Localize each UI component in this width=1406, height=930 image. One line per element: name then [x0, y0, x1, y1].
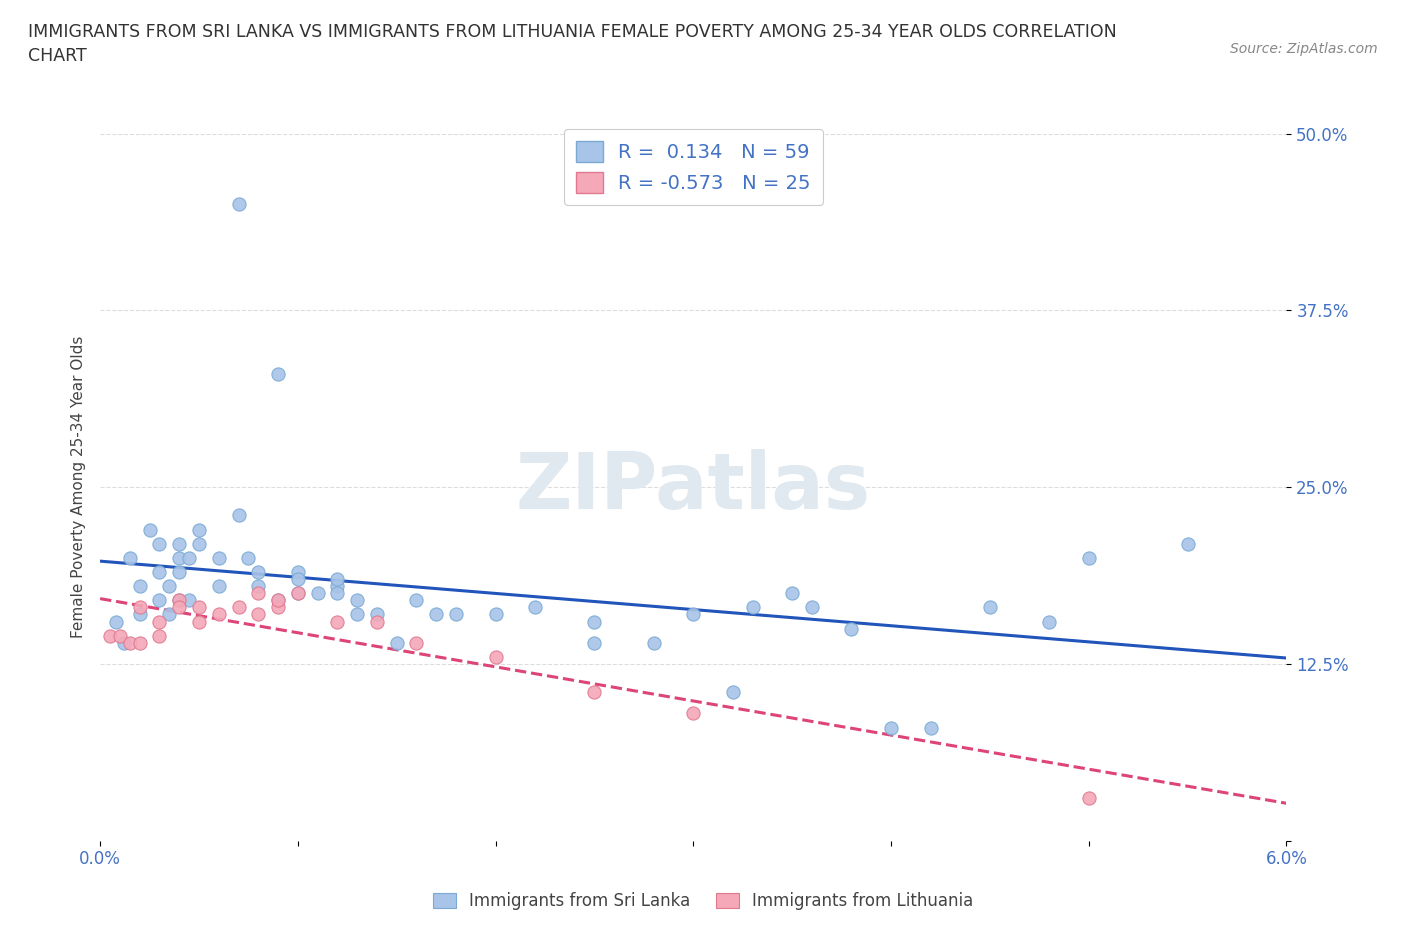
Point — [287, 572, 309, 587]
Point — [128, 635, 150, 650]
Point — [167, 565, 190, 579]
Point — [247, 586, 270, 601]
Point — [118, 551, 141, 565]
Point — [920, 720, 942, 735]
Text: Source: ZipAtlas.com: Source: ZipAtlas.com — [1230, 42, 1378, 56]
Point — [643, 635, 665, 650]
Point — [880, 720, 903, 735]
Point — [228, 508, 250, 523]
Point — [148, 629, 170, 644]
Point — [583, 614, 606, 629]
Point — [177, 551, 200, 565]
Point — [721, 684, 744, 699]
Point — [157, 607, 180, 622]
Point — [425, 607, 447, 622]
Point — [238, 551, 260, 565]
Point — [128, 607, 150, 622]
Point — [247, 607, 270, 622]
Point — [1038, 614, 1060, 629]
Point — [841, 621, 863, 636]
Point — [405, 635, 427, 650]
Point — [167, 600, 190, 615]
Point — [228, 600, 250, 615]
Point — [682, 706, 704, 721]
Point — [157, 578, 180, 593]
Point — [148, 537, 170, 551]
Point — [148, 593, 170, 608]
Point — [247, 578, 270, 593]
Point — [326, 572, 349, 587]
Point — [148, 565, 170, 579]
Point — [247, 565, 270, 579]
Point — [287, 565, 309, 579]
Point — [346, 607, 368, 622]
Point — [108, 629, 131, 644]
Point — [326, 614, 349, 629]
Point — [148, 614, 170, 629]
Point — [188, 537, 211, 551]
Point — [167, 551, 190, 565]
Point — [444, 607, 467, 622]
Point — [167, 593, 190, 608]
Point — [138, 522, 160, 537]
Text: IMMIGRANTS FROM SRI LANKA VS IMMIGRANTS FROM LITHUANIA FEMALE POVERTY AMONG 25-3: IMMIGRANTS FROM SRI LANKA VS IMMIGRANTS … — [28, 23, 1116, 65]
Point — [177, 593, 200, 608]
Point — [979, 600, 1001, 615]
Point — [385, 635, 408, 650]
Point — [287, 586, 309, 601]
Point — [583, 635, 606, 650]
Text: ZIPatlas: ZIPatlas — [516, 449, 870, 525]
Point — [366, 614, 388, 629]
Point — [188, 614, 211, 629]
Point — [1077, 551, 1099, 565]
Point — [583, 684, 606, 699]
Point — [366, 607, 388, 622]
Point — [1177, 537, 1199, 551]
Point — [188, 600, 211, 615]
Point — [208, 578, 231, 593]
Point — [682, 607, 704, 622]
Point — [228, 197, 250, 212]
Point — [484, 607, 506, 622]
Point — [346, 593, 368, 608]
Point — [1077, 790, 1099, 805]
Point — [267, 593, 290, 608]
Point — [287, 586, 309, 601]
Point — [188, 522, 211, 537]
Point — [98, 629, 121, 644]
Point — [167, 593, 190, 608]
Point — [267, 366, 290, 381]
Point — [326, 578, 349, 593]
Point — [208, 607, 231, 622]
Point — [128, 600, 150, 615]
Y-axis label: Female Poverty Among 25-34 Year Olds: Female Poverty Among 25-34 Year Olds — [72, 336, 86, 638]
Point — [104, 614, 127, 629]
Point — [524, 600, 547, 615]
Point — [128, 578, 150, 593]
Point — [405, 593, 427, 608]
Point — [307, 586, 329, 601]
Point — [208, 551, 231, 565]
Point — [267, 593, 290, 608]
Point — [484, 649, 506, 664]
Point — [326, 586, 349, 601]
Point — [167, 537, 190, 551]
Point — [112, 635, 135, 650]
Point — [741, 600, 763, 615]
Legend: Immigrants from Sri Lanka, Immigrants from Lithuania: Immigrants from Sri Lanka, Immigrants fr… — [426, 885, 980, 917]
Legend: R =  0.134   N = 59, R = -0.573   N = 25: R = 0.134 N = 59, R = -0.573 N = 25 — [564, 129, 823, 205]
Point — [780, 586, 803, 601]
Point — [267, 600, 290, 615]
Point — [800, 600, 823, 615]
Point — [118, 635, 141, 650]
